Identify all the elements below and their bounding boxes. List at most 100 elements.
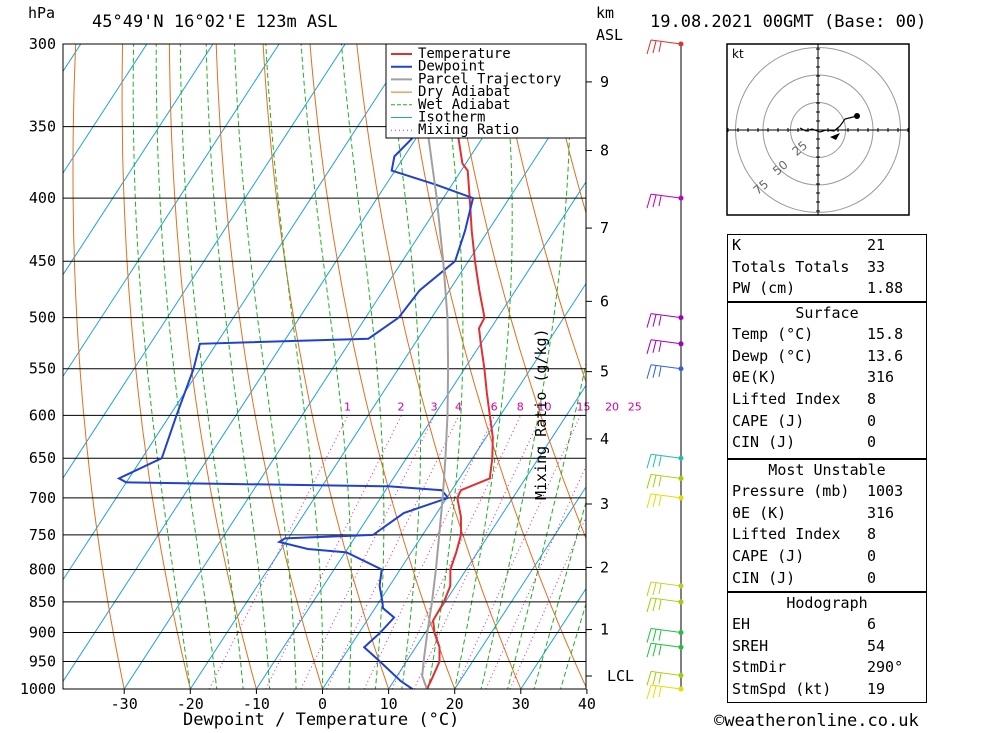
wind-barb: [646, 642, 682, 658]
mixing-ratio-line: [509, 516, 586, 689]
km-tick-label: 9: [600, 73, 609, 91]
copyright-link[interactable]: ©weatheronline.co.uk: [714, 711, 919, 731]
index-panel: K 21 Totals Totals 33 PW (cm) 1.88: [727, 234, 927, 302]
index-row-totals: Totals Totals 33: [732, 257, 886, 276]
pressure-tick-label: 500: [29, 309, 56, 327]
pressure-tick-label: 850: [29, 593, 56, 611]
hodograph-info-row: SREH 54: [732, 636, 886, 655]
wind-barb: [646, 39, 682, 55]
series-dewpoint: [116, 44, 475, 689]
wind-barb: [646, 453, 682, 469]
barb-staff: [650, 364, 682, 370]
isotherm-line: [63, 44, 214, 276]
barb-flag: [658, 645, 662, 656]
barb-flag: [658, 583, 662, 595]
hodograph-unit: kt: [732, 47, 744, 61]
isotherm-line: [255, 181, 586, 689]
km-tick-label: LCL: [607, 667, 634, 685]
barb-flag: [652, 40, 657, 54]
barb-flag: [658, 41, 662, 53]
legend-entry: Isotherm: [418, 110, 485, 126]
mixing-ratio-line: [208, 415, 349, 689]
pressure-tick-label: 1000: [20, 680, 56, 698]
mixing-ratio-labels: 1 2 3 4 6 8 10 15 20 25: [344, 400, 642, 413]
barb-flag: [646, 474, 652, 489]
pressure-tick-label: 800: [29, 560, 56, 578]
barb-flag: [658, 456, 662, 467]
most-unstable-row: CIN (J) 0: [732, 568, 877, 587]
legend-entry: Temperature: [418, 46, 511, 62]
temp-tick-label: -30: [111, 695, 138, 713]
temp-tick-label: -10: [243, 695, 270, 713]
temp-tick-label: 10: [380, 695, 398, 713]
mixing-ratio-line: [391, 415, 522, 689]
dry-adiabat-line: [262, 44, 390, 689]
pressure-tick-label: 650: [29, 449, 56, 467]
barb-flag: [652, 598, 657, 612]
series-temperature: [426, 44, 494, 689]
barb-flag: [658, 341, 662, 352]
barb-flag: [646, 364, 652, 379]
mixing-ratio-value: 10: [538, 400, 552, 413]
barb-flag: [652, 340, 657, 353]
km-tick-label: 8: [600, 142, 609, 160]
barb-flag: [646, 643, 652, 658]
legend-box: [385, 43, 587, 139]
isotherm-line: [454, 486, 586, 689]
wind-barb: [646, 628, 682, 643]
mixing-ratio-axis-label: Mixing Ratio (g/kg): [532, 328, 550, 500]
wind-barb: [646, 597, 682, 613]
barb-staff: [650, 193, 682, 199]
barb-flag: [652, 494, 657, 508]
surface-row: Temp (°C) 15.8: [732, 325, 904, 343]
barb-staff: [650, 493, 682, 499]
isotherm-line: [388, 384, 586, 689]
mixing-ratio-value: 8: [517, 400, 524, 413]
barb-flag: [646, 671, 652, 686]
surface-row: θE(K) 316: [732, 368, 895, 387]
pressure-tick-label: 600: [29, 406, 56, 424]
chart-axes: 3003504004505005506006507007508008509009…: [20, 35, 634, 713]
barb-flag: [652, 644, 657, 657]
barb-flag: [658, 495, 662, 507]
isotherm-line: [63, 44, 82, 73]
wind-barb: [646, 313, 682, 328]
km-tick-label: 1: [600, 621, 609, 639]
most-unstable-row: Pressure (mb) 1003: [732, 482, 904, 500]
barb-flag: [658, 686, 662, 698]
barb-flag: [646, 313, 652, 328]
wet-adiabat-line: [132, 44, 191, 689]
pressure-tick-label: 350: [29, 118, 56, 136]
mixing-ratio-value: 1: [344, 400, 351, 413]
hodograph-trace: [799, 115, 858, 133]
wind-barb: [646, 684, 682, 700]
legend-entry: Mixing Ratio: [418, 122, 519, 138]
barb-staff: [650, 339, 682, 345]
wind-barb: [646, 193, 682, 209]
hodograph-info-row: StmDir 290°: [732, 658, 904, 677]
legend-entry: Parcel Trajectory: [418, 71, 561, 87]
hodograph-end-point: [854, 113, 860, 119]
barb-flag: [646, 628, 652, 643]
barb-flag: [646, 581, 652, 597]
series-parcel-trajectory: [413, 44, 450, 689]
km-tick-label: 4: [600, 430, 609, 448]
barb-staff: [650, 39, 682, 45]
temp-tick-label: 30: [512, 695, 530, 713]
barb-flag: [658, 630, 662, 641]
pressure-tick-label: 550: [29, 360, 56, 378]
dry-adiabat-line: [496, 44, 586, 384]
barb-flag: [652, 629, 657, 642]
legend-entry: Wet Adiabat: [418, 97, 511, 113]
hodograph-info-panel: Hodograph EH 6 SREH 54 StmDir 290° StmSpd (…: [727, 592, 927, 703]
surface-row: CAPE (J) 0: [732, 411, 877, 430]
barb-flag: [652, 685, 657, 699]
wind-barb: [646, 364, 682, 379]
barb-flag: [652, 314, 657, 327]
isotherm-line: [63, 44, 148, 174]
barb-flag: [646, 193, 652, 209]
mixing-ratio-value: 2: [398, 400, 405, 413]
barb-flag: [646, 597, 652, 613]
mixing-ratio-line: [300, 415, 436, 689]
